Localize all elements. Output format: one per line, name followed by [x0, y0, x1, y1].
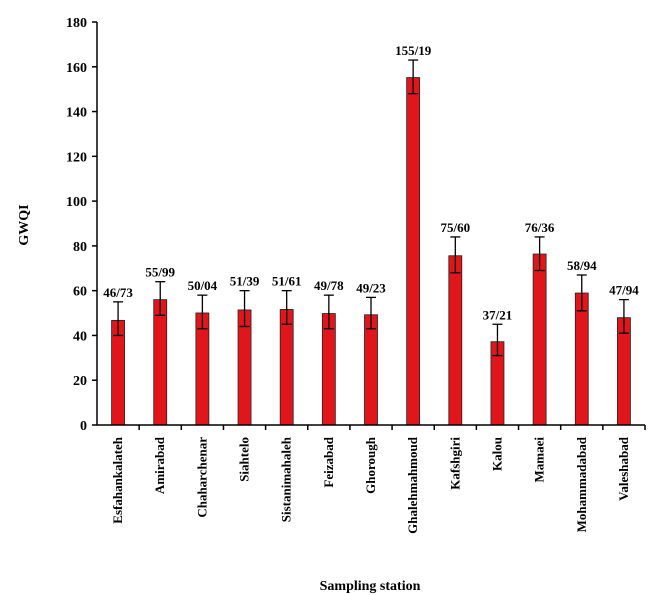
- data-label: 75/60: [440, 220, 470, 235]
- data-label: 58/94: [567, 258, 597, 273]
- y-tick-label: 120: [66, 150, 87, 165]
- category-label: Mohammadabad: [574, 436, 589, 532]
- x-axis-title: Sampling station: [320, 579, 421, 594]
- bars: [111, 77, 631, 426]
- y-tick-label: 100: [66, 195, 87, 210]
- y-tick-label: 40: [73, 329, 87, 344]
- bar: [153, 299, 168, 426]
- bar: [364, 314, 378, 426]
- bar: [406, 77, 421, 426]
- category-labels: Esfahankalateh Amirabad Chaharchenar Siahte…: [110, 425, 646, 534]
- category-label: Ghalehmahmoud: [405, 436, 420, 534]
- data-label: 50/04: [188, 278, 218, 293]
- category-label: Ghorough: [363, 436, 378, 494]
- data-label: 46/73: [103, 285, 133, 300]
- data-label: 47/94: [609, 283, 639, 298]
- category-label: Siahtelo: [237, 437, 252, 482]
- data-label: 49/78: [314, 278, 344, 293]
- category-label: Kafshgiri: [447, 437, 462, 490]
- bar: [448, 255, 463, 426]
- error-bars: [113, 59, 629, 357]
- category-label: Kalou: [489, 437, 504, 471]
- y-tick-label: 140: [66, 106, 87, 121]
- bar: [279, 309, 294, 426]
- y-tick-label: 80: [73, 240, 87, 255]
- data-label: 51/39: [230, 274, 260, 289]
- y-tick-label: 20: [73, 374, 87, 389]
- data-labels: 46/73 55/99 50/04 51/39 51/61 49/78 49/23 155/1…: [103, 43, 639, 322]
- y-tick-label: 60: [73, 285, 87, 300]
- data-label: 76/36: [525, 220, 555, 235]
- data-label: 49/23: [356, 280, 386, 295]
- bar: [237, 309, 252, 426]
- bar: [574, 292, 589, 426]
- bar: [532, 253, 547, 426]
- data-label: 51/61: [272, 274, 302, 289]
- y-tick-label: 160: [66, 61, 87, 76]
- y-axis-title: GWQI: [17, 204, 32, 245]
- data-label: 155/19: [395, 43, 432, 58]
- category-label: Chaharchenar: [194, 437, 209, 518]
- category-label: Esfahankalateh: [110, 436, 125, 523]
- y-axis-ticks: 0 20 40 60 80 100 120 140 160 180: [66, 16, 97, 434]
- category-label: Mamaei: [532, 437, 547, 483]
- category-label: Sistanimahaleh: [279, 436, 294, 522]
- y-tick-label: 0: [80, 419, 87, 434]
- data-label: 37/21: [483, 307, 513, 322]
- bar: [321, 313, 336, 426]
- category-label: Feizabad: [321, 436, 336, 487]
- category-label: Valeshabad: [616, 436, 631, 501]
- category-label: Amirabad: [152, 436, 167, 494]
- bar: [195, 312, 210, 426]
- y-tick-label: 180: [66, 16, 87, 31]
- data-label: 55/99: [145, 265, 175, 280]
